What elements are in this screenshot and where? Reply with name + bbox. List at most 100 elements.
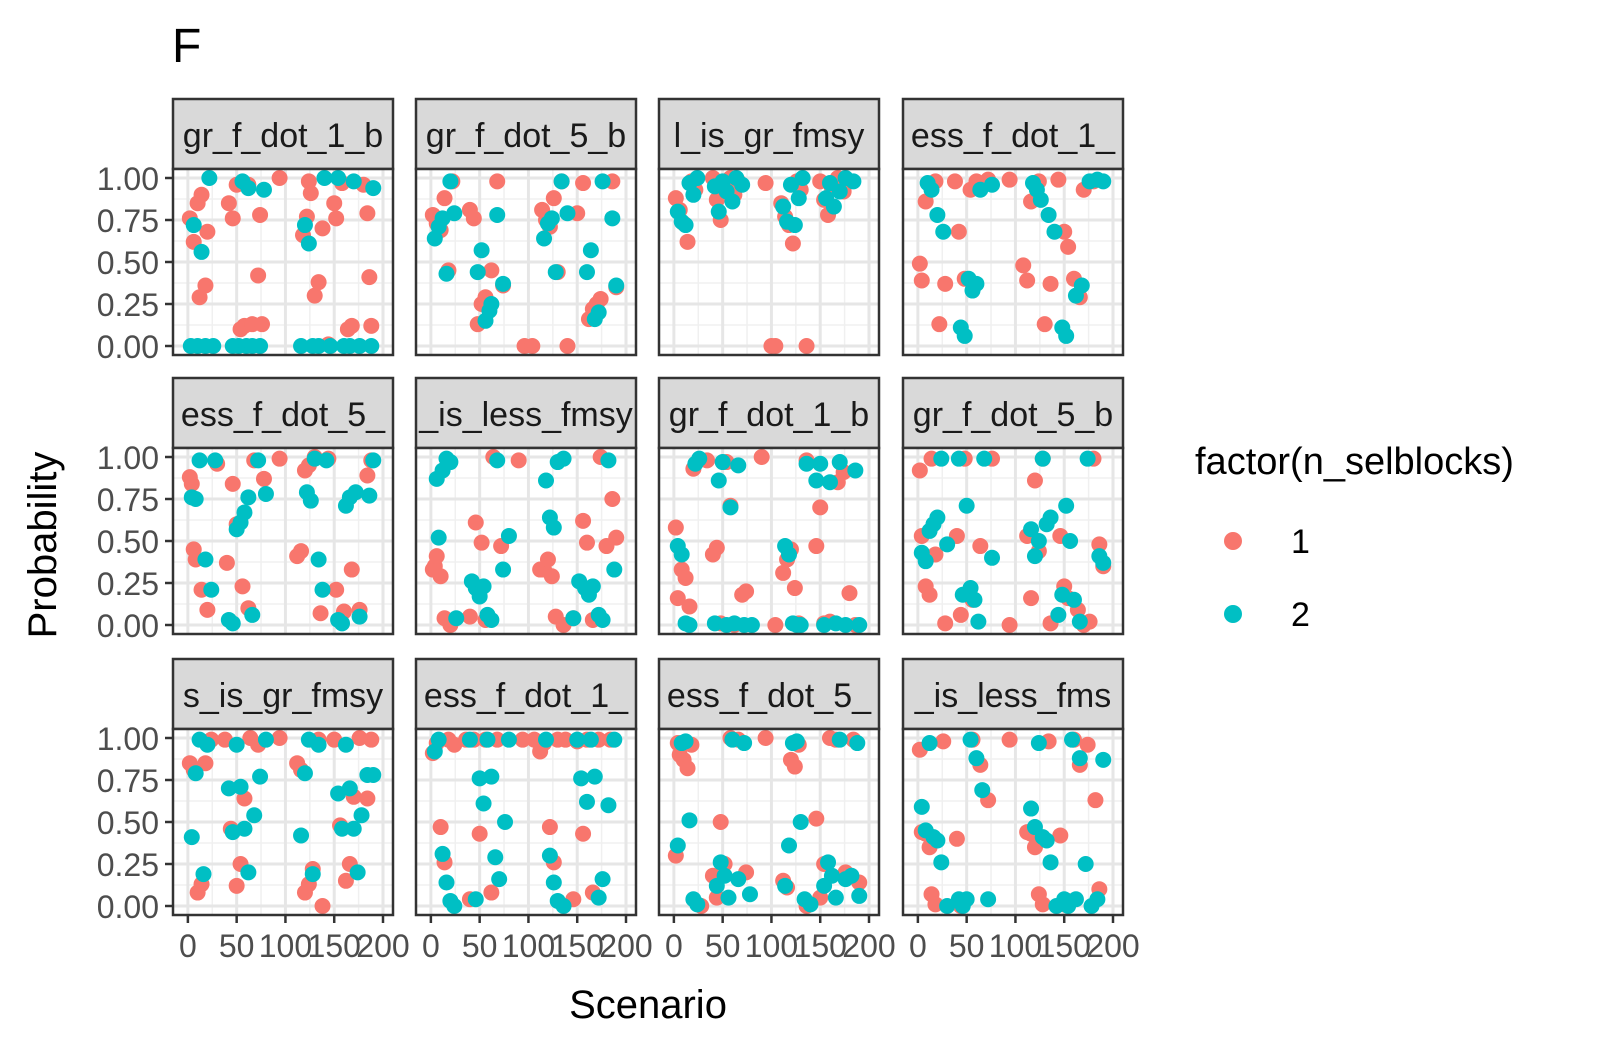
data-point-series-2 [970, 613, 987, 630]
data-point-series-2 [716, 867, 733, 884]
y-tick-label: 0.75 [97, 482, 159, 518]
data-point-series-2 [334, 820, 351, 837]
legend-title: factor(n_selblocks) [1195, 441, 1514, 483]
data-point-series-2 [825, 198, 842, 215]
data-point-series-2 [310, 551, 327, 568]
panel-border [414, 167, 638, 357]
x-tick-label: 100 [989, 928, 1042, 964]
x-axis-label: Scenario [569, 983, 727, 1027]
panel-border [657, 727, 881, 917]
data-point-series-2 [555, 898, 572, 914]
data-point-series-1 [812, 499, 829, 516]
data-point-series-1 [302, 185, 319, 202]
data-point-series-1 [753, 449, 770, 465]
data-point-series-2 [798, 455, 815, 472]
data-point-series-2 [590, 304, 607, 321]
data-point-series-1 [679, 233, 696, 250]
facet-strip-label: _is_less_fmsy [418, 396, 633, 434]
data-point-series-1 [314, 220, 331, 237]
x-tick-label: 100 [502, 928, 555, 964]
data-point-series-2 [330, 170, 347, 186]
data-point-series-1 [465, 210, 482, 227]
data-point-series-2 [302, 492, 319, 509]
data-point-series-2 [240, 489, 257, 506]
facet-strip [657, 97, 881, 171]
data-point-series-1 [432, 819, 449, 836]
data-point-series-2 [984, 549, 1001, 566]
data-point-series-2 [538, 731, 554, 748]
data-point-series-2 [677, 217, 694, 234]
data-point-series-2 [837, 617, 854, 633]
legend-key [1224, 532, 1242, 550]
data-point-series-2 [232, 778, 249, 795]
data-point-series-1 [784, 235, 801, 252]
data-point-series-2 [228, 736, 245, 753]
facet-strip [901, 376, 1125, 450]
data-point-series-2 [689, 170, 706, 186]
panel-border [414, 727, 638, 917]
data-point-series-1 [228, 877, 245, 894]
data-point-series-2 [434, 845, 451, 862]
data-point-series-2 [1040, 206, 1057, 223]
data-point-series-2 [1073, 277, 1090, 294]
data-point-series-2 [351, 608, 368, 625]
data-point-series-2 [1058, 497, 1075, 514]
data-point-series-2 [195, 866, 212, 883]
data-point-series-1 [669, 590, 686, 607]
data-point-series-1 [271, 450, 288, 467]
data-point-series-2 [318, 452, 335, 469]
data-point-series-2 [361, 487, 378, 504]
y-tick-label: 0.00 [97, 889, 159, 925]
data-point-series-2 [582, 731, 599, 748]
facet-panel: s_is_gr_fmsy 0.00 0.25 0.50 0.75 1.00 0 50 10015… [97, 657, 410, 964]
facet-strip [171, 657, 395, 731]
data-point-series-2 [777, 877, 794, 894]
data-point-series-1 [948, 830, 965, 847]
y-tick-label: 0.50 [97, 524, 159, 560]
data-point-series-2 [730, 457, 747, 474]
data-point-series-1 [218, 554, 235, 571]
data-point-series-1 [432, 568, 449, 585]
data-point-series-2 [469, 264, 486, 281]
data-point-series-2 [929, 832, 946, 849]
data-point-series-2 [913, 798, 930, 815]
data-point-series-2 [365, 766, 382, 783]
data-point-series-2 [1023, 521, 1040, 538]
y-tick-label: 1.00 [97, 721, 159, 757]
panel-border [901, 727, 1125, 917]
x-tick-label: 100 [745, 928, 798, 964]
data-point-series-2 [334, 615, 351, 632]
data-point-series-2 [491, 871, 508, 888]
data-point-series-1 [359, 790, 376, 807]
data-point-series-1 [473, 534, 490, 551]
data-point-series-2 [582, 242, 599, 259]
data-point-series-2 [365, 180, 382, 197]
data-point-series-1 [578, 534, 595, 551]
data-point-series-2 [555, 450, 572, 467]
data-point-series-1 [220, 195, 237, 212]
data-point-series-1 [786, 580, 803, 597]
data-point-series-1 [314, 898, 331, 914]
data-point-series-2 [600, 797, 617, 814]
data-point-series-2 [246, 807, 263, 824]
data-point-series-2 [565, 610, 582, 627]
data-point-series-2 [1030, 735, 1047, 752]
data-point-series-1 [592, 290, 609, 307]
data-point-series-1 [1015, 257, 1032, 274]
data-point-series-2 [851, 617, 868, 633]
data-point-series-2 [1095, 751, 1112, 768]
data-point-series-2 [341, 780, 358, 797]
data-point-series-2 [448, 610, 465, 627]
data-point-series-2 [1058, 327, 1075, 344]
facet-panel: l_is_gr_fmsy [657, 97, 881, 357]
data-point-series-2 [220, 780, 237, 797]
y-tick-label: 0.50 [97, 245, 159, 281]
data-point-series-1 [937, 275, 954, 292]
y-tick-label: 1.00 [97, 161, 159, 197]
y-tick-label: 0.75 [97, 203, 159, 239]
data-point-series-1 [343, 561, 360, 578]
data-point-series-2 [500, 527, 517, 544]
data-point-series-2 [461, 731, 478, 748]
facet-panel: ess_f_dot_1_ [901, 97, 1125, 357]
data-point-series-2 [594, 871, 611, 888]
